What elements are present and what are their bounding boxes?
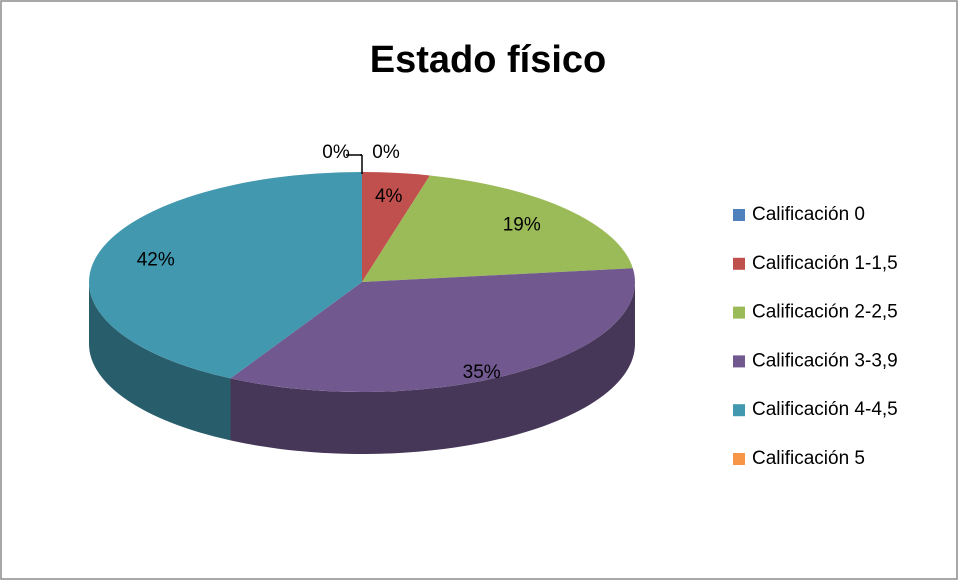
legend-label: Calificación 3-3,9: [752, 350, 898, 371]
pie-side: [89, 282, 231, 441]
data-label: 19%: [503, 214, 541, 235]
data-label: 35%: [463, 362, 501, 383]
legend-label: Calificación 0: [752, 204, 865, 225]
pie-slice: [230, 268, 635, 393]
pie-slice: [362, 175, 633, 282]
pie-tops: [88, 171, 635, 393]
legend-swatch: [733, 355, 745, 368]
pie-slice: [362, 172, 430, 282]
legend-swatch: [733, 257, 745, 270]
legend-swatch: [733, 404, 745, 417]
legend: Calificación 0 Calificación 1-1,5 Califica…: [733, 204, 898, 469]
data-labels: 0% 4% 19% 35% 42% 0%: [137, 142, 541, 383]
legend-label: Calificación 5: [752, 448, 865, 469]
legend-label: Calificación 2-2,5: [752, 302, 898, 323]
legend-swatch: [733, 453, 745, 465]
pie-slice: [88, 171, 362, 379]
legend-swatch: [733, 209, 745, 221]
legend-swatch: [733, 306, 745, 319]
pie-side: [230, 282, 635, 454]
data-label: 4%: [375, 186, 403, 207]
pie-sides: [89, 282, 635, 454]
legend-label: Calificación 4-4,5: [752, 399, 898, 420]
chart-title: Estado físico: [370, 39, 607, 81]
legend-label: Calificación 1-1,5: [752, 253, 898, 274]
data-label: 0%: [322, 142, 350, 163]
data-label: 42%: [137, 250, 175, 271]
data-label: 0%: [372, 142, 400, 163]
